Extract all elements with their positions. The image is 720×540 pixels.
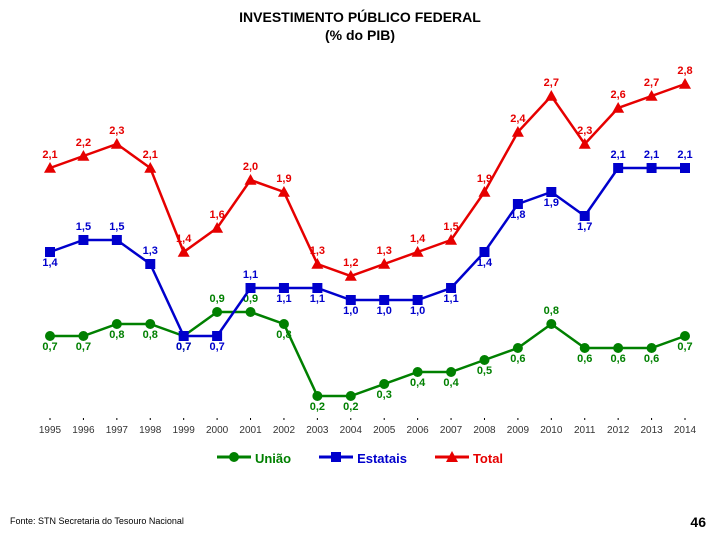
svg-text:0,2: 0,2 (310, 401, 325, 413)
x-axis-label: 2009 (507, 425, 529, 436)
svg-text:0,8: 0,8 (143, 329, 158, 341)
svg-text:1,1: 1,1 (276, 293, 291, 305)
svg-text:0,6: 0,6 (577, 353, 592, 365)
legend-label: Estatais (357, 451, 407, 466)
x-axis-label: 1996 (72, 425, 94, 436)
chart-plot-area: 0,70,70,80,80,70,90,90,80,20,20,30,40,40… (40, 60, 695, 420)
svg-text:0,8: 0,8 (276, 329, 291, 341)
x-axis-labels: 1995 1996 1997 1998 1999 2000 2001 2002 2003 2004… (40, 425, 695, 445)
svg-text:0,3: 0,3 (377, 389, 392, 401)
title-line2: (% do PIB) (325, 27, 395, 43)
svg-text:0,7: 0,7 (176, 341, 191, 353)
svg-text:2,0: 2,0 (243, 161, 258, 173)
svg-text:2,4: 2,4 (510, 113, 526, 125)
svg-text:2,7: 2,7 (544, 77, 559, 89)
svg-text:1,9: 1,9 (477, 173, 492, 185)
x-axis-label: 2012 (607, 425, 629, 436)
svg-text:1,5: 1,5 (76, 221, 91, 233)
svg-text:2,1: 2,1 (644, 149, 659, 161)
title-line1: INVESTIMENTO PÚBLICO FEDERAL (239, 9, 481, 25)
svg-text:1,0: 1,0 (410, 305, 425, 317)
page-number: 46 (690, 514, 706, 530)
x-axis-label: 2014 (674, 425, 696, 436)
svg-text:2,6: 2,6 (611, 89, 626, 101)
svg-text:2,2: 2,2 (76, 137, 91, 149)
chart-title: INVESTIMENTO PÚBLICO FEDERAL (% do PIB) (0, 0, 720, 44)
svg-text:1,3: 1,3 (310, 245, 325, 257)
svg-text:1,5: 1,5 (443, 221, 458, 233)
svg-text:1,5: 1,5 (109, 221, 124, 233)
svg-text:2,3: 2,3 (577, 125, 592, 137)
legend-label: União (255, 451, 291, 466)
svg-text:1,9: 1,9 (276, 173, 291, 185)
svg-text:0,8: 0,8 (544, 305, 559, 317)
legend-item-total: Total (435, 450, 503, 467)
x-axis-label: 1997 (106, 425, 128, 436)
svg-text:0,7: 0,7 (677, 341, 692, 353)
svg-text:0,7: 0,7 (209, 341, 224, 353)
svg-text:0,2: 0,2 (343, 401, 358, 413)
svg-text:0,4: 0,4 (410, 377, 426, 389)
svg-text:2,1: 2,1 (611, 149, 626, 161)
svg-text:1,9: 1,9 (544, 197, 559, 209)
svg-text:1,6: 1,6 (209, 209, 224, 221)
legend-marker-icon (435, 450, 469, 467)
x-axis-label: 2008 (473, 425, 495, 436)
svg-text:2,8: 2,8 (677, 65, 692, 77)
svg-text:1,8: 1,8 (510, 209, 525, 221)
svg-text:1,7: 1,7 (577, 221, 592, 233)
svg-text:1,1: 1,1 (243, 269, 258, 281)
svg-text:1,4: 1,4 (477, 257, 493, 269)
svg-text:1,3: 1,3 (377, 245, 392, 257)
x-axis-label: 2001 (239, 425, 261, 436)
x-axis-label: 2013 (640, 425, 662, 436)
x-axis-label: 2003 (306, 425, 328, 436)
x-axis-label: 2007 (440, 425, 462, 436)
svg-text:0,7: 0,7 (42, 341, 57, 353)
x-axis-label: 2006 (407, 425, 429, 436)
svg-text:0,4: 0,4 (443, 377, 459, 389)
svg-text:0,9: 0,9 (209, 293, 224, 305)
x-axis-label: 2011 (574, 425, 596, 436)
svg-text:1,1: 1,1 (443, 293, 458, 305)
svg-text:0,7: 0,7 (76, 341, 91, 353)
svg-text:1,4: 1,4 (42, 257, 58, 269)
legend-item-união: União (217, 450, 291, 467)
svg-text:1,0: 1,0 (343, 305, 358, 317)
legend-item-estatais: Estatais (319, 450, 407, 467)
x-axis-label: 1998 (139, 425, 161, 436)
x-axis-label: 2000 (206, 425, 228, 436)
legend-marker-icon (319, 450, 353, 467)
x-axis-label: 2002 (273, 425, 295, 436)
x-axis-label: 2004 (340, 425, 362, 436)
svg-text:1,1: 1,1 (310, 293, 325, 305)
legend-label: Total (473, 451, 503, 466)
x-axis-label: 1995 (39, 425, 61, 436)
svg-text:0,8: 0,8 (109, 329, 124, 341)
svg-text:1,4: 1,4 (176, 233, 192, 245)
svg-text:0,5: 0,5 (477, 365, 492, 377)
svg-text:0,6: 0,6 (644, 353, 659, 365)
svg-text:0,6: 0,6 (510, 353, 525, 365)
chart-legend: União Estatais Total (0, 450, 720, 467)
svg-text:1,3: 1,3 (143, 245, 158, 257)
svg-text:0,6: 0,6 (611, 353, 626, 365)
x-axis-label: 1999 (173, 425, 195, 436)
source-text: Fonte: STN Secretaria do Tesouro Naciona… (10, 516, 184, 526)
line-chart: 0,70,70,80,80,70,90,90,80,20,20,30,40,40… (40, 60, 695, 420)
svg-text:2,1: 2,1 (143, 149, 158, 161)
x-axis-label: 2010 (540, 425, 562, 436)
svg-text:1,0: 1,0 (377, 305, 392, 317)
svg-text:1,4: 1,4 (410, 233, 426, 245)
svg-text:1,2: 1,2 (343, 257, 358, 269)
legend-marker-icon (217, 450, 251, 467)
svg-text:2,1: 2,1 (42, 149, 57, 161)
x-axis-label: 2005 (373, 425, 395, 436)
svg-text:2,3: 2,3 (109, 125, 124, 137)
svg-text:2,7: 2,7 (644, 77, 659, 89)
svg-text:2,1: 2,1 (677, 149, 692, 161)
